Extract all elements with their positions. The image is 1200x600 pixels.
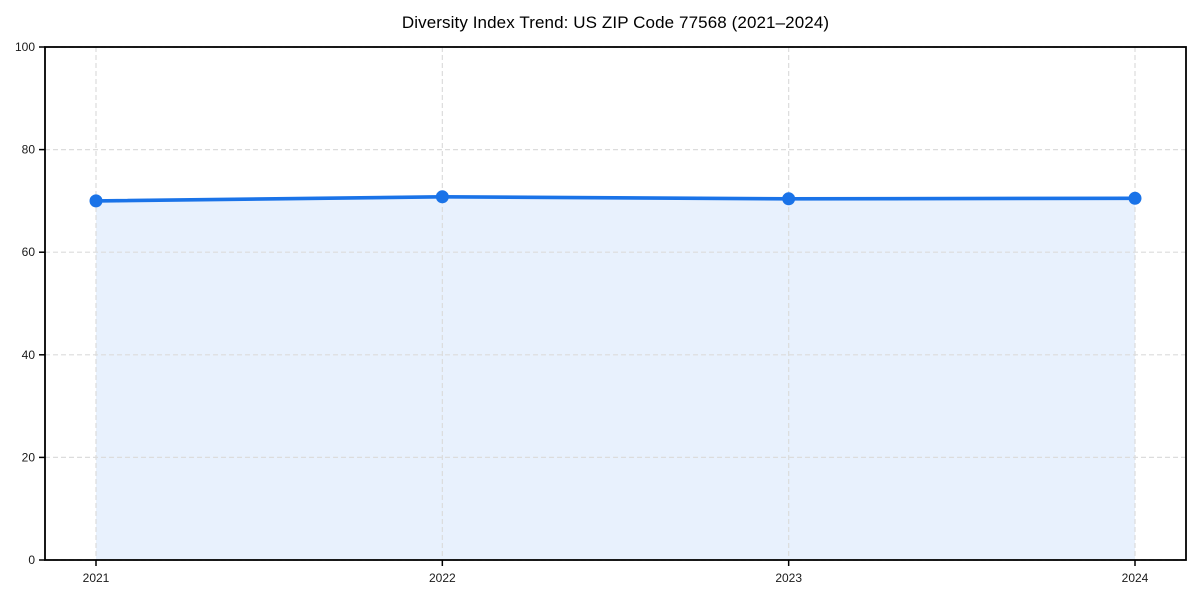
trend-line bbox=[94, 195, 1137, 203]
data-point bbox=[435, 190, 449, 204]
axis-frame bbox=[44, 46, 1187, 561]
data-point bbox=[782, 192, 796, 206]
x-tick-label: 2023 bbox=[775, 571, 802, 585]
y-tick-label: 20 bbox=[22, 450, 36, 464]
data-point bbox=[89, 194, 103, 208]
data-point bbox=[1128, 191, 1142, 205]
x-tick-label: 2022 bbox=[429, 571, 456, 585]
x-tick-label: 2024 bbox=[1122, 571, 1149, 585]
chart-title: Diversity Index Trend: US ZIP Code 77568… bbox=[401, 13, 830, 32]
y-tick-label: 100 bbox=[15, 40, 35, 54]
area-fill bbox=[96, 196, 1135, 561]
y-tick-label: 0 bbox=[28, 553, 35, 567]
y-tick-label: 60 bbox=[22, 245, 36, 259]
x-tick-label: 2021 bbox=[83, 571, 110, 585]
y-tick-label: 40 bbox=[22, 348, 36, 362]
y-tick-label: 80 bbox=[22, 143, 36, 157]
